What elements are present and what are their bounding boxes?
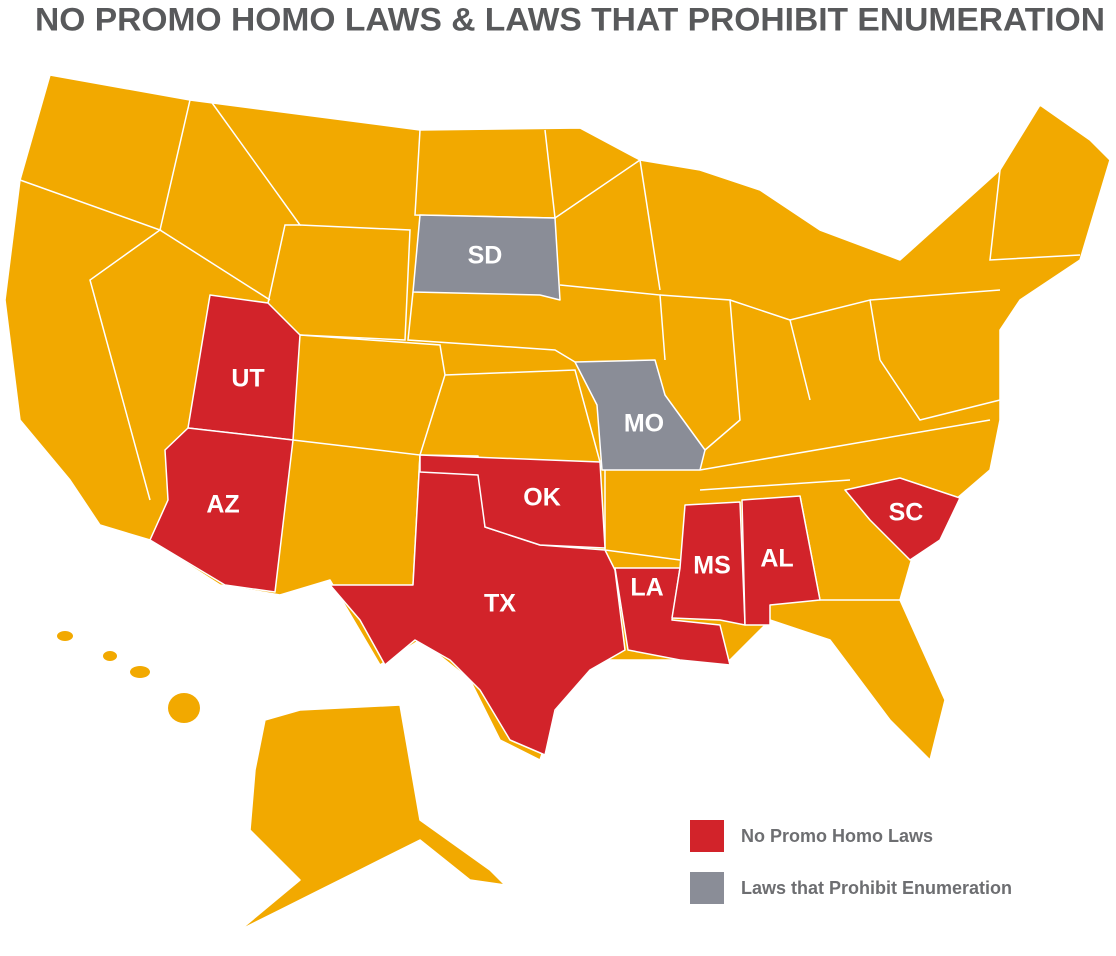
state-label: SD [468,242,503,270]
state [741,495,821,626]
us-base [4,74,1111,931]
hawaii [103,651,117,661]
state-label: OK [523,484,561,512]
legend: No Promo Homo Laws Laws that Prohibit En… [690,820,1012,904]
hawaii [57,631,73,641]
state-label: AZ [206,491,239,519]
state-label: UT [231,365,264,393]
state-label: SC [889,499,924,527]
state [419,454,606,549]
map-title: NO PROMO HOMO LAWS & LAWS THAT PROHIBIT … [35,1,1105,37]
state [412,214,561,301]
state-label: MO [624,410,664,438]
state [844,477,961,561]
highlighted-states [149,214,961,756]
legend-swatch [690,820,724,852]
state [149,427,294,593]
state [671,501,746,626]
state-label: TX [484,590,516,618]
legend-swatch [690,872,724,904]
contiguous-us [4,74,1111,761]
hawaii [130,666,150,678]
state-label: LA [630,574,663,602]
state-label: AL [760,545,793,573]
legend-label: Laws that Prohibit Enumeration [741,878,1012,898]
hawaii [168,693,200,723]
state [187,294,301,441]
alaska [239,704,506,931]
state-label: MS [693,552,731,580]
state [574,359,706,471]
legend-label: No Promo Homo Laws [741,826,933,846]
state-labels: SD MO UT AZ TX OK LA MS AL SC [206,242,923,618]
